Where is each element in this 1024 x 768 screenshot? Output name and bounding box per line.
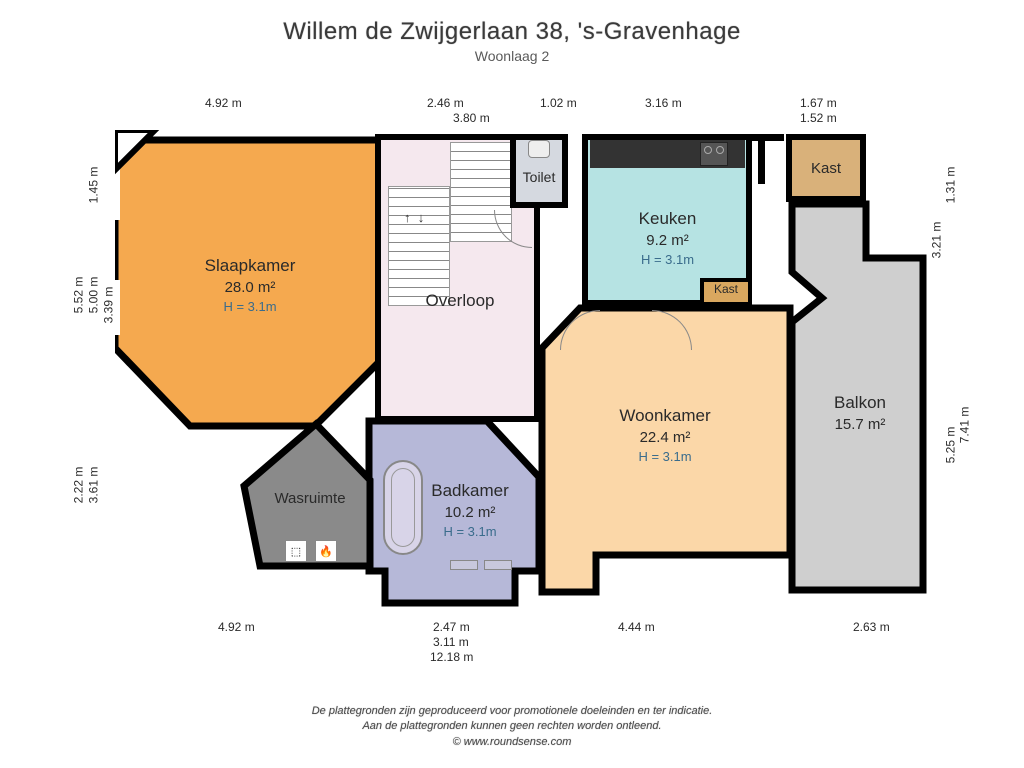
- dimension-label: 3.80 m: [453, 111, 490, 125]
- disclaimer-line: Aan de plattegronden kunnen geen rechten…: [0, 719, 1024, 734]
- dimension-label: 2.47 m: [433, 620, 470, 634]
- stairs-icon: [388, 186, 450, 306]
- dimension-label: 3.39 m: [101, 287, 115, 324]
- dimension-label: 4.92 m: [205, 96, 242, 110]
- toilet-fixture-icon: [528, 140, 550, 158]
- dimension-label: 4.44 m: [618, 620, 655, 634]
- disclaimer-line: De plattegronden zijn geproduceerd voor …: [0, 704, 1024, 719]
- dimension-label: 1.02 m: [540, 96, 577, 110]
- dimension-label: 4.92 m: [218, 620, 255, 634]
- dimension-label: 3.16 m: [645, 96, 682, 110]
- bathtub-icon: [383, 460, 423, 555]
- dimension-label: 5.00 m: [86, 277, 100, 314]
- dimension-label: 1.52 m: [800, 111, 837, 125]
- stairs-arrow-icon: ↑ ↓: [404, 210, 424, 225]
- dimension-label: 2.63 m: [853, 620, 890, 634]
- dimension-label: 3.61 m: [86, 467, 100, 504]
- room-balkon: [786, 198, 931, 598]
- wall-segment: [746, 134, 784, 141]
- washer-icon: ⬚: [285, 540, 307, 562]
- dimension-label: 3.21 m: [929, 222, 943, 259]
- heater-icon: 🔥: [315, 540, 337, 562]
- dimension-label: 2.22 m: [71, 467, 85, 504]
- dimension-label: 5.25 m: [943, 427, 957, 464]
- dimension-label: 7.41 m: [957, 407, 971, 444]
- dimension-label: 12.18 m: [430, 650, 473, 664]
- disclaimer: De plattegronden zijn geproduceerd voor …: [0, 704, 1024, 750]
- dimension-label: 1.67 m: [800, 96, 837, 110]
- sink-icon: [484, 560, 512, 570]
- stove-icon: [700, 142, 728, 166]
- dimension-label: 1.31 m: [943, 167, 957, 204]
- sink-icon: [450, 560, 478, 570]
- room-kast-top: [786, 134, 866, 202]
- room-slaapkamer: [115, 130, 395, 440]
- dimension-label: 5.52 m: [71, 277, 85, 314]
- disclaimer-line: © www.roundsense.com: [0, 735, 1024, 750]
- room-wasruimte: [238, 418, 378, 573]
- dimension-label: 1.45 m: [86, 167, 100, 204]
- dimension-label: 3.11 m: [433, 635, 469, 649]
- floor-plan: Slaapkamer 28.0 m² H = 3.1m ↑ ↓ Overloop…: [0, 0, 1024, 768]
- dimension-label: 2.46 m: [427, 96, 464, 110]
- wall-segment: [758, 134, 765, 184]
